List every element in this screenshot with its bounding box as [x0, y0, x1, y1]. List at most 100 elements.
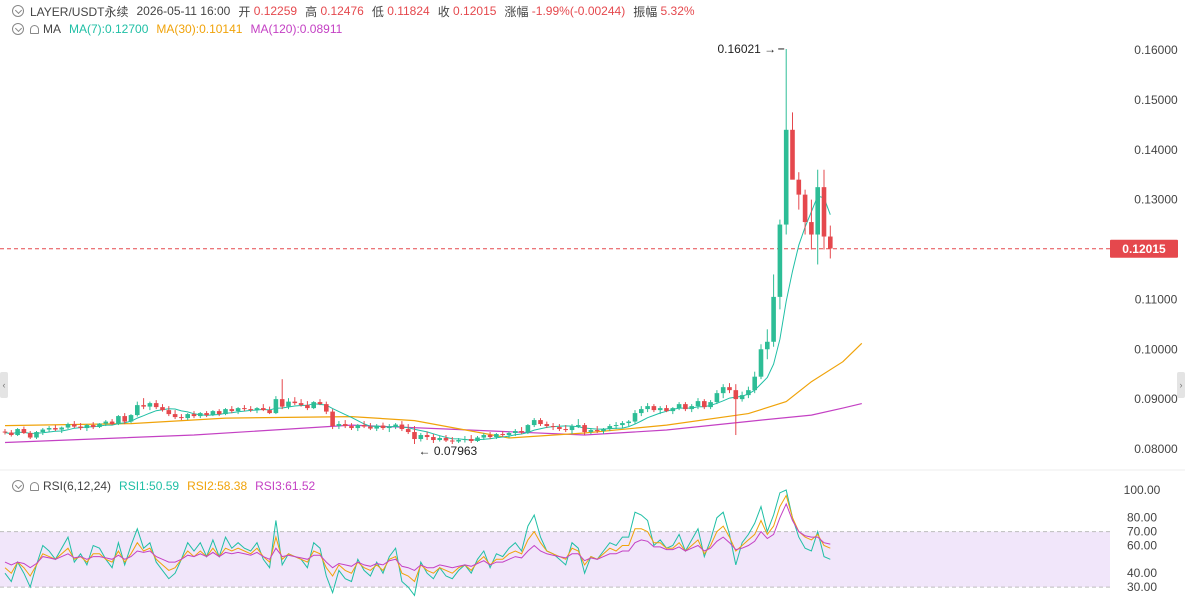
candle-body [387, 426, 392, 429]
min-price-label: ← 0.07963 [419, 444, 478, 458]
candle-body [739, 395, 745, 400]
candle-body [191, 414, 197, 417]
candle-body [500, 434, 505, 436]
candle-body [229, 409, 235, 412]
candle-body [72, 424, 77, 427]
candle-body [821, 187, 827, 237]
price-axis-tick-label: 0.16000 [1134, 43, 1178, 57]
candle-body [254, 408, 260, 411]
candle-body [128, 415, 134, 422]
candle-body [109, 421, 115, 425]
candle-body [456, 440, 461, 442]
candle-body [46, 428, 52, 430]
ma30-line [4, 342, 863, 439]
candle-body [714, 393, 720, 403]
candle-body [204, 413, 209, 416]
candle-body [765, 341, 770, 350]
candle-body [424, 435, 430, 438]
candle-body [103, 421, 109, 424]
candle-body [198, 413, 203, 417]
candle-body [53, 428, 58, 430]
price-axis-tick-label: 0.08000 [1134, 442, 1178, 456]
candle-body [544, 424, 550, 427]
ma30-value: MA(30):0.10141 [156, 22, 243, 36]
candle-body [506, 433, 512, 436]
price-axis-tick-label: 0.13000 [1134, 193, 1178, 207]
candle-body [746, 390, 751, 396]
candle-body [84, 425, 90, 429]
candle-body [9, 432, 14, 436]
candle-body [185, 414, 190, 419]
candle-body [210, 411, 216, 416]
collapse-chevron-icon[interactable] [12, 5, 24, 17]
rsi-1-line [4, 489, 831, 597]
candle-body [550, 426, 556, 428]
price-axis-tick-label: 0.15000 [1134, 93, 1178, 107]
ma-label: MA [43, 22, 61, 36]
candle-body [431, 437, 436, 441]
candle-body [393, 424, 398, 427]
bell-icon[interactable] [30, 481, 39, 491]
candle-body [418, 435, 424, 440]
rsi-axis-tick-label: 70.00 [1127, 525, 1157, 539]
candle-body [342, 424, 348, 427]
open-value: 0.12259 [253, 4, 298, 18]
candle-body [298, 403, 304, 406]
rsi-axis-tick-label: 40.00 [1127, 566, 1157, 580]
candle-body [172, 414, 178, 418]
rsi-band [0, 531, 1110, 588]
candle-body [330, 411, 335, 427]
rsi1-value: RSI1:50.59 [119, 479, 180, 493]
candle-body [758, 349, 764, 377]
high-label: 高 [305, 4, 318, 19]
candle-body [97, 423, 102, 428]
candle-body [437, 438, 442, 441]
close-label: 收 [437, 4, 450, 19]
candle-body [405, 429, 411, 433]
candle-body [645, 406, 650, 410]
candle-body [286, 401, 291, 407]
max-price-label: 0.16021 → [717, 42, 776, 56]
candle-body [267, 410, 272, 414]
candle-body [796, 179, 802, 195]
ma120-value: MA(120):0.08911 [250, 22, 343, 36]
candle-body [380, 425, 386, 429]
collapse-chevron-icon[interactable] [12, 23, 24, 35]
candle-body [2, 431, 8, 433]
rsi-label: RSI(6,12,24) [43, 479, 112, 493]
candle-body [34, 432, 39, 438]
close-value: 0.12015 [453, 4, 497, 18]
candle-body [116, 416, 121, 425]
bell-icon[interactable] [30, 24, 39, 34]
scroll-left-icon[interactable]: ‹ [0, 372, 8, 398]
candle-body [90, 425, 96, 428]
candle-body [248, 409, 253, 411]
candle-body [468, 439, 474, 442]
candle-body [368, 426, 373, 429]
candle-body [676, 404, 682, 409]
candle-body [569, 426, 575, 431]
candle-body [273, 399, 279, 414]
candle-body [279, 399, 285, 407]
candle-body [21, 429, 27, 434]
rsi-axis-tick-label: 30.00 [1127, 580, 1157, 594]
candle-body [242, 408, 247, 410]
candle-body [324, 404, 329, 412]
candle-body [670, 408, 676, 412]
candle-body [399, 424, 405, 430]
candle-body [576, 425, 581, 427]
candle-body [708, 402, 713, 408]
change-label: 涨幅 [504, 4, 529, 19]
candle-body [475, 437, 480, 442]
candle-body [525, 425, 531, 433]
candle-body [538, 420, 543, 425]
candle-body [657, 408, 663, 411]
collapse-chevron-icon[interactable] [12, 480, 24, 492]
candle-body [235, 408, 241, 412]
candle-body [135, 405, 140, 416]
high-value: 0.12476 [320, 4, 364, 18]
candle-body [828, 236, 833, 249]
scroll-right-icon[interactable]: › [1177, 372, 1185, 398]
